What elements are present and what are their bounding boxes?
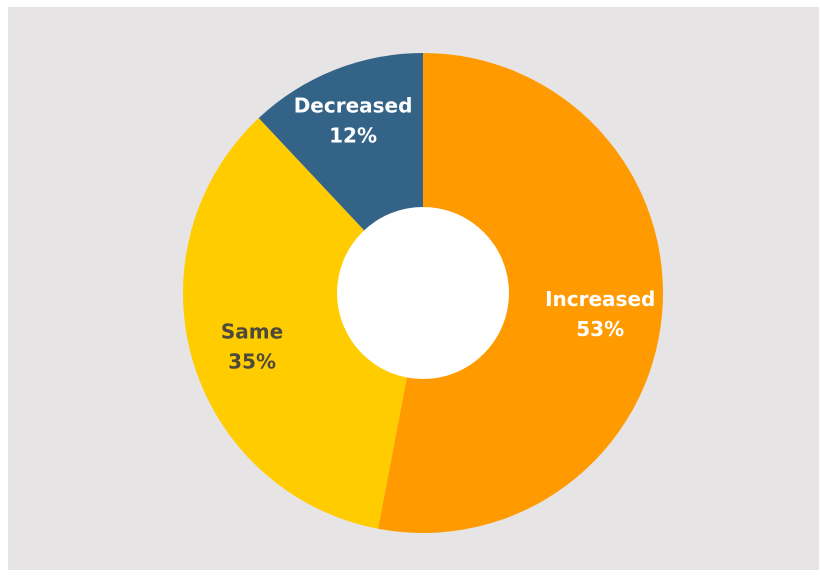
slice-value-increased: 53% — [576, 317, 624, 341]
slice-value-same: 35% — [228, 350, 276, 374]
slice-category-same: Same — [221, 320, 283, 344]
donut-hole — [337, 207, 509, 379]
slice-category-decreased: Decreased — [294, 93, 413, 117]
slice-label-decreased: Decreased 12% — [294, 93, 413, 147]
slice-label-same: Same 35% — [221, 320, 283, 374]
slice-same — [182, 118, 423, 529]
donut-slices — [182, 53, 663, 533]
slice-increased — [378, 53, 663, 533]
slice-labels: Increased 53% Same 35% Decreased 12% — [221, 93, 655, 373]
slice-category-increased: Increased — [545, 287, 655, 311]
slice-value-decreased: 12% — [329, 123, 377, 147]
slice-label-increased: Increased 53% — [545, 287, 655, 341]
